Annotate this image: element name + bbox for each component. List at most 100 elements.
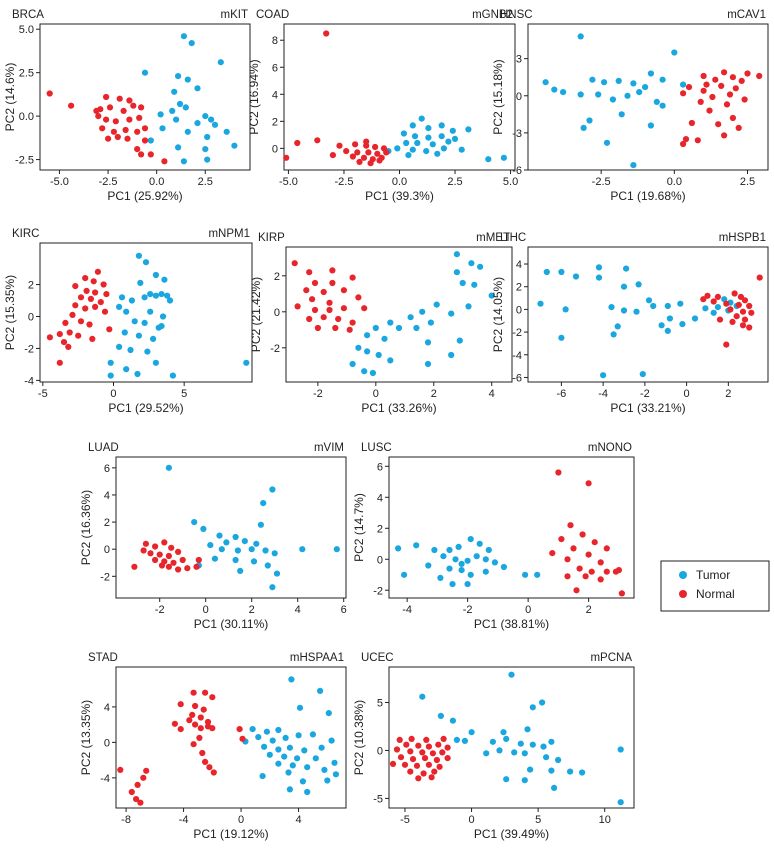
y-tick-label: 5	[377, 697, 383, 709]
normal-point	[206, 764, 213, 771]
x-tick-label: -2.5	[592, 176, 611, 188]
normal-point	[756, 72, 763, 80]
x-tick-label: 5	[181, 388, 187, 400]
tumor-point	[714, 304, 722, 311]
tumor-point	[321, 766, 328, 774]
normal-point	[349, 319, 356, 326]
normal-point	[175, 566, 182, 573]
y-axis-title: PC2 (10.38%)	[352, 700, 366, 775]
normal-point	[735, 124, 742, 131]
tumor-point	[286, 744, 293, 751]
tumor-point	[624, 92, 631, 99]
panel-lusc: LUSC mNONO -4 -2 0 2 -2 0 2 4 6 PC1 (38.81%) PC2 (14…	[352, 442, 635, 631]
tumor-point	[448, 351, 455, 359]
normal-point	[126, 97, 133, 104]
x-tick-label: 4	[295, 604, 301, 616]
x-tick-label: 2	[431, 388, 437, 400]
y-tick-label: 2	[377, 523, 383, 535]
normal-point	[147, 151, 154, 158]
x-tick-label: 5	[535, 814, 541, 826]
legend-box	[660, 560, 770, 612]
tumor-point	[461, 737, 468, 745]
tumor-point	[150, 335, 157, 342]
normal-point	[731, 290, 738, 297]
normal-point	[156, 551, 163, 558]
tumor-point	[285, 769, 292, 776]
y-axis-title: PC2 (15.35%)	[3, 275, 17, 350]
normal-point	[346, 326, 353, 333]
y-tick-label: 6	[272, 62, 278, 74]
normal-point	[209, 725, 216, 732]
tumor-point	[261, 743, 268, 750]
tumor-point	[260, 500, 267, 507]
x-tick-label: 0	[110, 388, 116, 400]
normal-point	[558, 536, 565, 543]
tumor-point	[264, 562, 271, 569]
normal-point	[46, 334, 54, 341]
legend-tumor-marker	[679, 571, 687, 579]
tumor-point	[208, 116, 215, 123]
normal-point	[124, 135, 131, 142]
normal-point	[177, 701, 184, 708]
normal-point	[86, 321, 93, 328]
normal-point	[356, 158, 363, 165]
normal-point	[152, 556, 159, 564]
tumor-point	[128, 297, 135, 304]
normal-point	[193, 563, 200, 570]
normal-point	[444, 755, 451, 762]
normal-point	[199, 749, 206, 757]
normal-point	[94, 268, 101, 275]
x-axis-title: PC1 (38.81%)	[474, 617, 549, 631]
normal-point	[138, 104, 145, 111]
normal-point	[700, 72, 707, 80]
tumor-point	[123, 308, 130, 315]
normal-point	[133, 796, 140, 803]
normal-point	[323, 30, 330, 37]
normal-point	[147, 550, 154, 557]
normal-point	[415, 742, 422, 749]
tumor-point	[691, 315, 699, 322]
tumor-point	[540, 743, 547, 750]
tumor-point	[467, 571, 474, 578]
tumor-point	[589, 76, 596, 83]
normal-point	[177, 726, 184, 733]
tumor-point	[429, 141, 436, 148]
normal-point	[401, 761, 409, 768]
normal-point	[82, 275, 89, 282]
tumor-point	[269, 737, 276, 744]
tumor-point	[647, 122, 655, 129]
x-tick-label: -8	[121, 814, 131, 826]
normal-point	[168, 544, 175, 551]
tumor-point	[465, 126, 472, 133]
normal-point	[82, 305, 89, 312]
normal-point	[744, 70, 751, 77]
normal-point	[192, 721, 199, 728]
normal-point	[408, 735, 415, 743]
tumor-point	[157, 111, 164, 118]
normal-point	[314, 137, 321, 144]
marker-label: mCAV1	[727, 9, 766, 21]
tumor-point	[309, 731, 316, 738]
y-axis-title: PC2 (15.18%)	[491, 59, 505, 134]
tumor-point	[299, 778, 306, 785]
normal-point	[120, 107, 127, 114]
normal-point	[688, 119, 696, 127]
normal-point	[204, 718, 212, 726]
normal-point	[407, 768, 414, 775]
normal-point	[349, 274, 356, 281]
tumor-point	[451, 135, 459, 142]
tumor-point	[548, 767, 555, 774]
tumor-point	[414, 139, 421, 147]
tumor-point	[333, 546, 340, 553]
tumor-point	[127, 346, 134, 354]
tumor-point	[468, 729, 475, 736]
normal-point	[62, 319, 69, 326]
tumor-point	[216, 532, 223, 539]
tumor-point	[521, 750, 528, 757]
tumor-point	[135, 252, 142, 259]
tumor-point	[400, 130, 407, 137]
tumor-point	[438, 122, 445, 129]
tumor-point	[452, 556, 459, 563]
normal-point	[685, 84, 693, 91]
tumor-point	[534, 571, 541, 578]
